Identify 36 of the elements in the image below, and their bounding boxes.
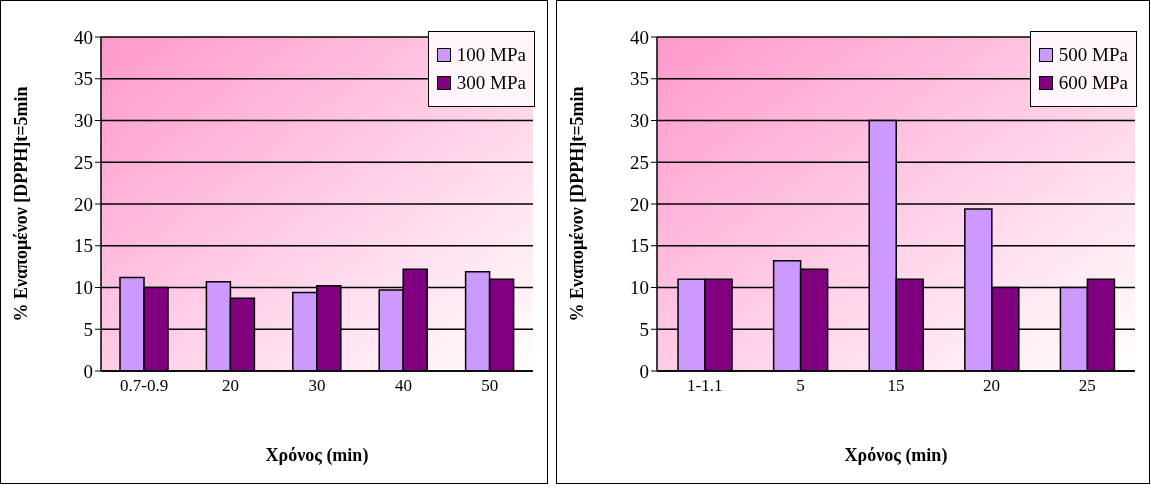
y-tick-label: 0 bbox=[83, 360, 93, 382]
y-tick-label: 25 bbox=[630, 151, 649, 173]
x-tick-label: 20 bbox=[222, 376, 240, 396]
y-tick-label: 35 bbox=[630, 68, 649, 90]
y-tick-label: 20 bbox=[74, 193, 93, 215]
x-tick-label: 15 bbox=[887, 376, 905, 396]
y-tick-label: 0 bbox=[639, 360, 649, 382]
y-tick-label: 10 bbox=[630, 277, 649, 299]
y-tick-label: 30 bbox=[630, 110, 649, 132]
x-tick-label: 20 bbox=[983, 376, 1001, 396]
y-tick-label: 20 bbox=[630, 193, 649, 215]
y-axis-title: % Εναπομένον [DPPH]t=5min bbox=[11, 86, 32, 322]
y-tick-label: 25 bbox=[74, 151, 93, 173]
y-tick-label: 40 bbox=[74, 26, 93, 48]
x-tick-label: 0.7-0.9 bbox=[120, 376, 169, 396]
y-tick-label: 30 bbox=[74, 110, 93, 132]
y-tick-label: 15 bbox=[630, 235, 649, 257]
legend-label: 600 MPa bbox=[1058, 72, 1128, 94]
x-tick-label: 25 bbox=[1078, 376, 1096, 396]
x-tick-label: 5 bbox=[796, 376, 805, 396]
legend-label: 100 MPa bbox=[456, 44, 526, 66]
y-tick-label: 15 bbox=[74, 235, 93, 257]
x-axis-title: Χρόνος (min) bbox=[844, 445, 948, 466]
x-tick-label: 40 bbox=[394, 376, 412, 396]
x-tick-label: 1-1.1 bbox=[687, 376, 723, 396]
legend-label: 300 MPa bbox=[456, 72, 526, 94]
x-axis-title: Χρόνος (min) bbox=[265, 445, 369, 466]
y-axis-title: % Εναπομένον [DPPH]t=5min bbox=[567, 86, 588, 322]
legend-label: 500 MPa bbox=[1058, 44, 1128, 66]
y-tick-label: 5 bbox=[639, 318, 649, 340]
y-tick-label: 40 bbox=[630, 26, 649, 48]
y-tick-label: 35 bbox=[74, 68, 93, 90]
x-tick-label: 30 bbox=[308, 376, 326, 396]
x-tick-label: 50 bbox=[481, 376, 499, 396]
y-tick-label: 5 bbox=[83, 318, 93, 340]
y-tick-label: 10 bbox=[74, 277, 93, 299]
